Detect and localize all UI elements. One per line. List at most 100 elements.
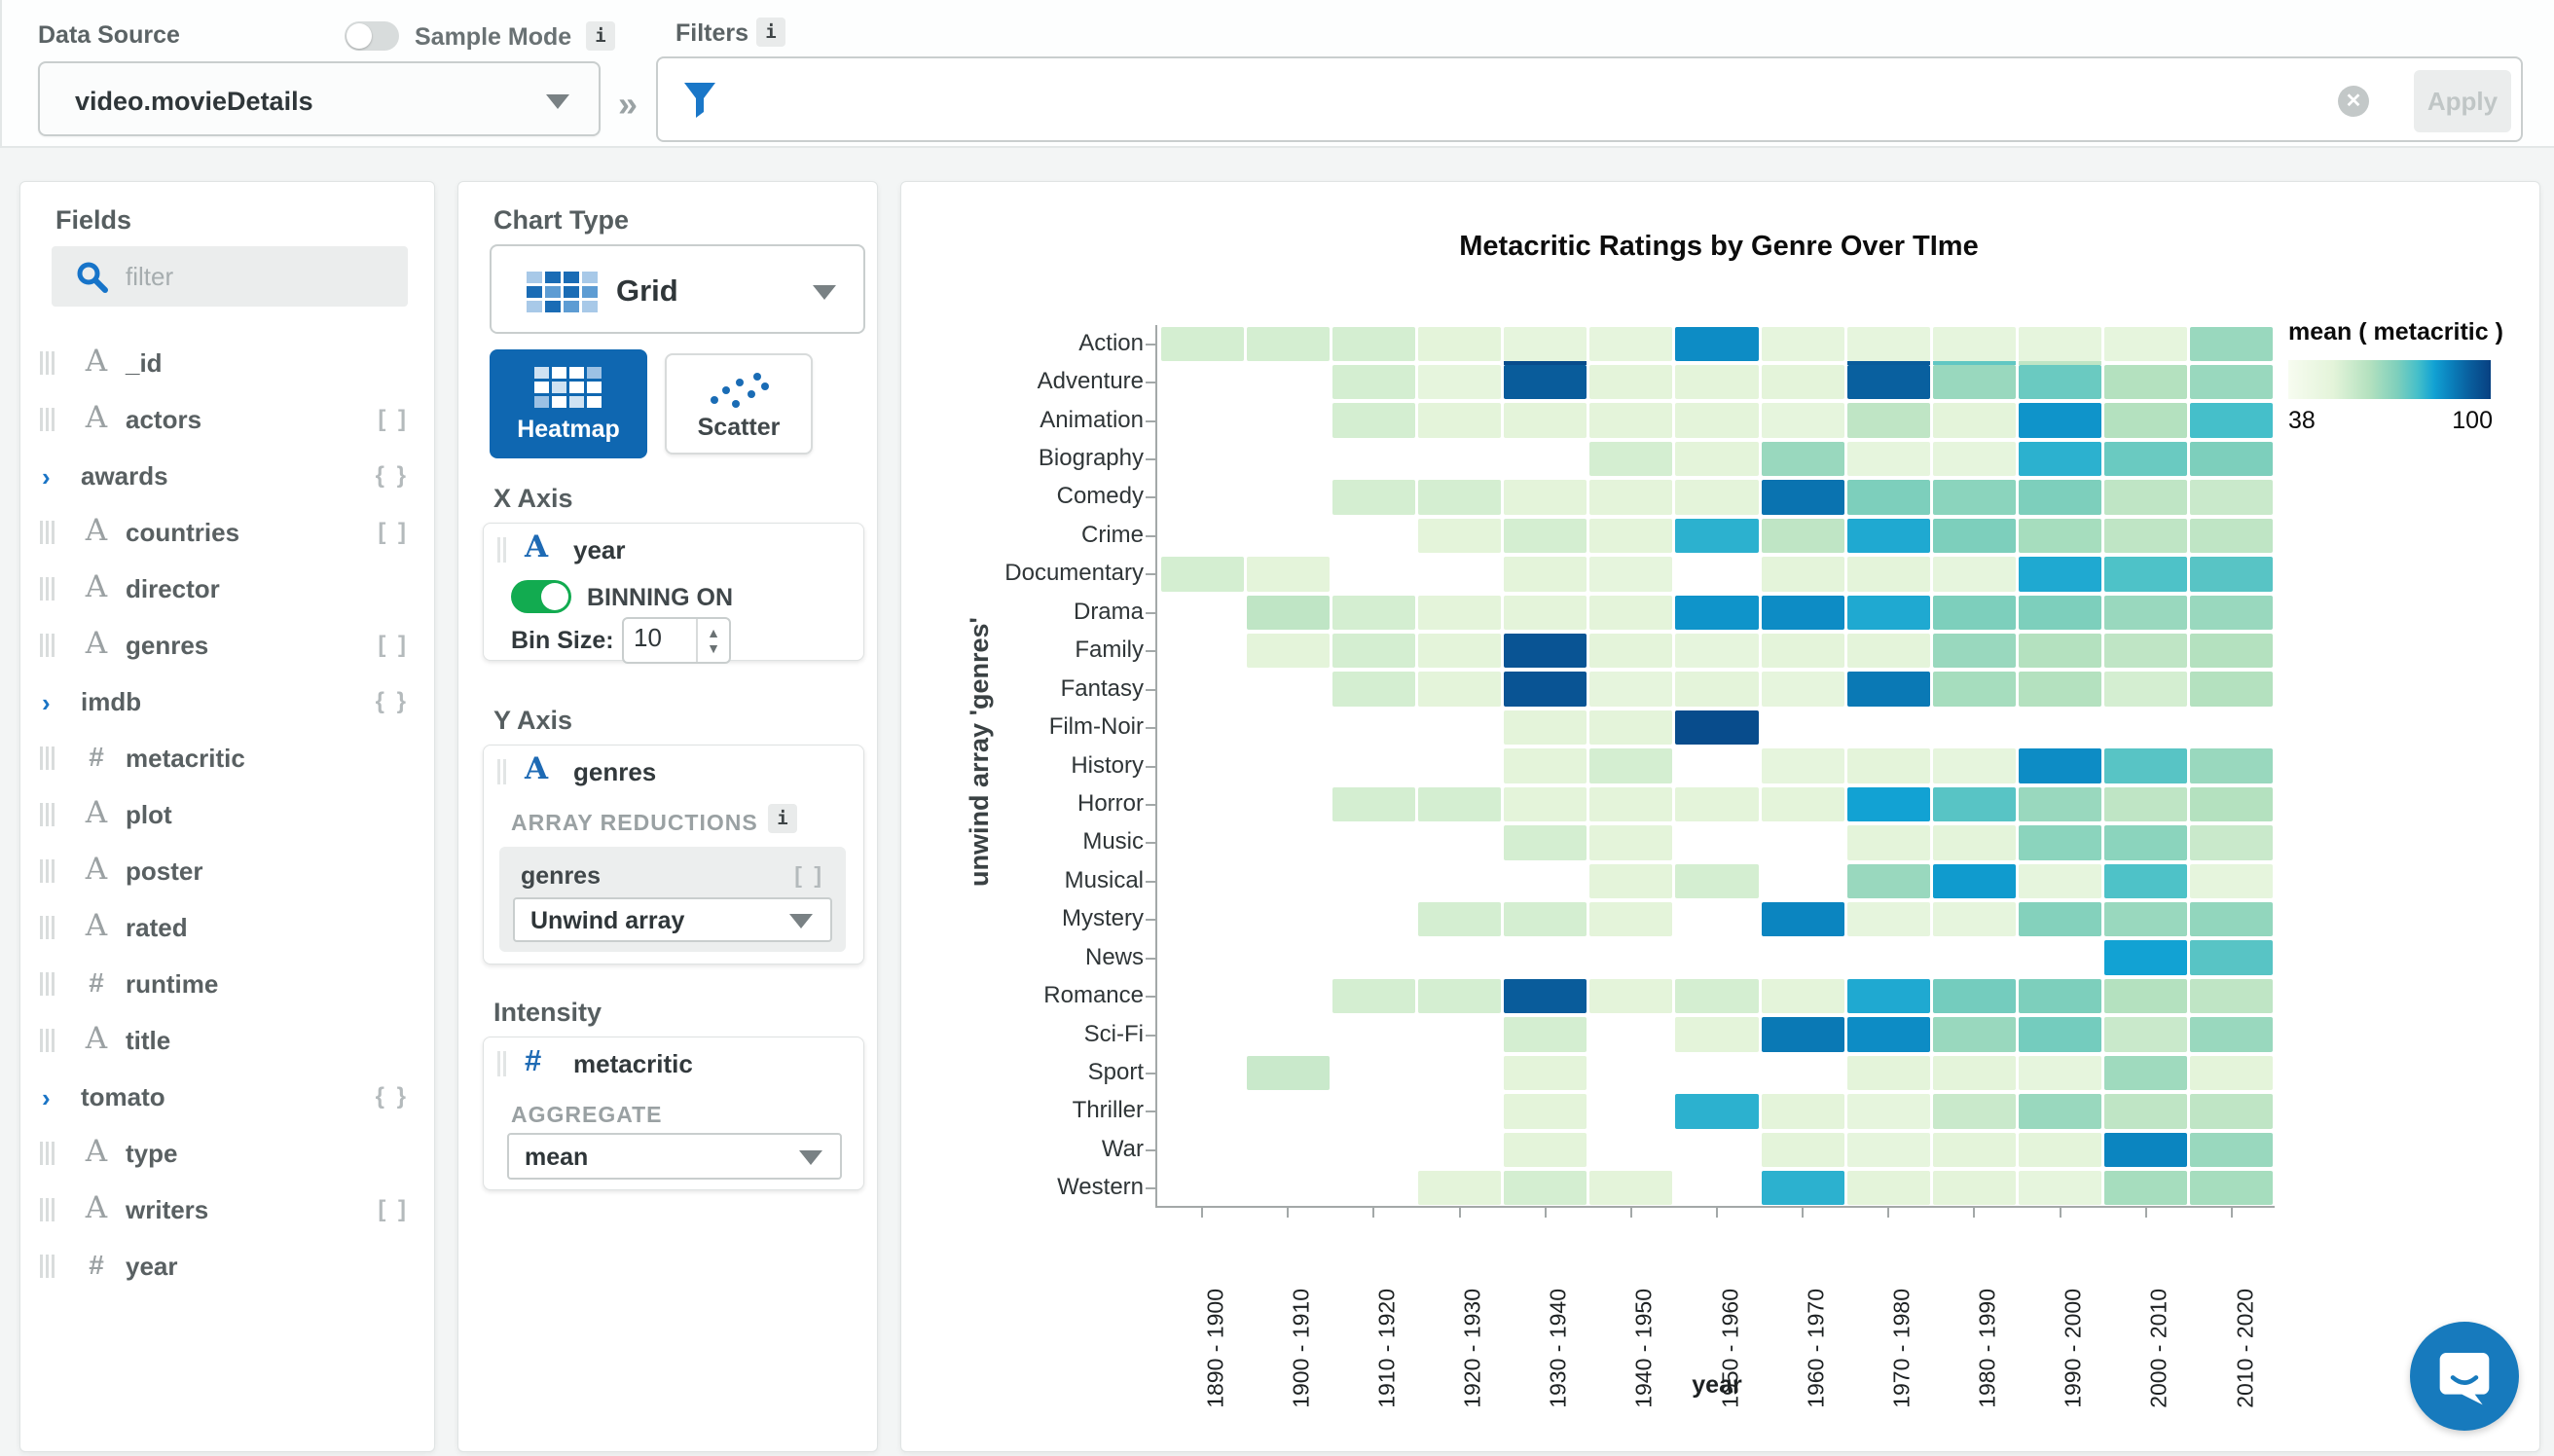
heatmap-cell-Fantasy-1950-1960[interactable] xyxy=(1675,672,1759,707)
sample-mode-info-icon[interactable]: i xyxy=(586,21,615,51)
drag-handle-icon[interactable] xyxy=(40,521,55,544)
heatmap-cell-Action-1950-1960[interactable] xyxy=(1675,326,1759,361)
heatmap-cell-Romance-1910-1920[interactable] xyxy=(1332,978,1415,1014)
intensity-field-card[interactable]: # metacritic AGGREGATE mean xyxy=(483,1037,864,1190)
heatmap-cell-Musical-2000-2010[interactable] xyxy=(2104,863,2188,898)
heatmap-cell-Documentary-1930-1940[interactable] xyxy=(1504,557,1587,592)
heatmap-cell-Musical-1980-1990[interactable] xyxy=(1932,863,2017,898)
drag-handle-icon[interactable] xyxy=(40,803,55,826)
heatmap-cell-Family-1920-1930[interactable] xyxy=(1417,633,1502,669)
heatmap-cell-Horror-1920-1930[interactable] xyxy=(1417,786,1502,822)
drag-handle-icon[interactable] xyxy=(497,759,506,784)
heatmap-cell-Horror-1960-1970[interactable] xyxy=(1761,786,1844,822)
heatmap-cell-Horror-1990-2000[interactable] xyxy=(2019,786,2102,822)
heatmap-cell-Biography-2000-2010[interactable] xyxy=(2104,441,2188,477)
subtype-heatmap-button[interactable]: Heatmap xyxy=(490,349,647,458)
heatmap-cell-Documentary-1960-1970[interactable] xyxy=(1761,557,1844,592)
heatmap-cell-Family-2000-2010[interactable] xyxy=(2104,633,2188,669)
heatmap-cell-Romance-1920-1930[interactable] xyxy=(1417,978,1502,1014)
heatmap-cell-Adventure-1910-1920[interactable] xyxy=(1332,364,1415,400)
clear-filter-icon[interactable]: ✕ xyxy=(2338,86,2369,117)
heatmap-cell-Action-1900-1910[interactable] xyxy=(1246,326,1330,361)
heatmap-cell-Sport-1990-2000[interactable] xyxy=(2019,1055,2102,1091)
heatmap-cell-Family-1950-1960[interactable] xyxy=(1675,633,1759,669)
heatmap-cell-Crime-1930-1940[interactable] xyxy=(1504,518,1587,554)
heatmap-cell-History-2000-2010[interactable] xyxy=(2104,748,2188,783)
heatmap-cell-Romance-1950-1960[interactable] xyxy=(1675,978,1759,1014)
heatmap-cell-Documentary-1940-1950[interactable] xyxy=(1589,557,1673,592)
bin-size-input[interactable] xyxy=(634,623,694,653)
heatmap-cell-Crime-1950-1960[interactable] xyxy=(1675,518,1759,554)
heatmap-cell-Drama-1940-1950[interactable] xyxy=(1589,595,1673,630)
drag-handle-icon[interactable] xyxy=(40,916,55,939)
heatmap-cell-Romance-1990-2000[interactable] xyxy=(2019,978,2102,1014)
heatmap-cell-War-2000-2010[interactable] xyxy=(2104,1132,2188,1168)
heatmap-cell-Family-1910-1920[interactable] xyxy=(1332,633,1415,669)
filters-info-icon[interactable]: i xyxy=(756,18,785,47)
heatmap-sliver-cell[interactable] xyxy=(1932,360,2017,365)
heatmap-cell-Mystery-2000-2010[interactable] xyxy=(2104,902,2188,937)
heatmap-cell-Horror-2010-2020[interactable] xyxy=(2190,786,2274,822)
heatmap-cell-Sci-Fi-2000-2010[interactable] xyxy=(2104,1017,2188,1052)
heatmap-cell-Adventure-1970-1980[interactable] xyxy=(1846,364,1930,400)
heatmap-cell-Crime-1990-2000[interactable] xyxy=(2019,518,2102,554)
heatmap-cell-War-1960-1970[interactable] xyxy=(1761,1132,1844,1168)
heatmap-cell-Mystery-1990-2000[interactable] xyxy=(2019,902,2102,937)
heatmap-cell-Romance-1970-1980[interactable] xyxy=(1846,978,1930,1014)
drag-handle-icon[interactable] xyxy=(40,1255,55,1278)
heatmap-cell-Thriller-2010-2020[interactable] xyxy=(2190,1094,2274,1129)
heatmap-cell-Family-1970-1980[interactable] xyxy=(1846,633,1930,669)
heatmap-cell-Musical-2010-2020[interactable] xyxy=(2190,863,2274,898)
heatmap-cell-Documentary-1970-1980[interactable] xyxy=(1846,557,1930,592)
heatmap-cell-Biography-1950-1960[interactable] xyxy=(1675,441,1759,477)
heatmap-cell-Documentary-1990-2000[interactable] xyxy=(2019,557,2102,592)
heatmap-cell-Crime-1940-1950[interactable] xyxy=(1589,518,1673,554)
heatmap-cell-Fantasy-1910-1920[interactable] xyxy=(1332,672,1415,707)
heatmap-cell-Biography-1970-1980[interactable] xyxy=(1846,441,1930,477)
heatmap-cell-Thriller-1930-1940[interactable] xyxy=(1504,1094,1587,1129)
drag-handle-icon[interactable] xyxy=(40,634,55,657)
heatmap-cell-Action-1960-1970[interactable] xyxy=(1761,326,1844,361)
heatmap-cell-Mystery-1940-1950[interactable] xyxy=(1589,902,1673,937)
heatmap-cell-Western-1920-1930[interactable] xyxy=(1417,1171,1502,1206)
heatmap-cell-Comedy-1950-1960[interactable] xyxy=(1675,480,1759,515)
heatmap-cell-Animation-1950-1960[interactable] xyxy=(1675,403,1759,438)
collapse-panel-icon[interactable]: » xyxy=(618,84,638,124)
heatmap-cell-Western-1980-1990[interactable] xyxy=(1932,1171,2017,1206)
heatmap-cell-Musical-1970-1980[interactable] xyxy=(1846,863,1930,898)
field-item-metacritic[interactable]: # metacritic xyxy=(20,731,434,787)
heatmap-cell-Musical-1950-1960[interactable] xyxy=(1675,863,1759,898)
heatmap-cell-Animation-1920-1930[interactable] xyxy=(1417,403,1502,438)
heatmap-cell-Music-1940-1950[interactable] xyxy=(1589,825,1673,860)
heatmap-cell-Music-1990-2000[interactable] xyxy=(2019,825,2102,860)
heatmap-cell-Horror-1910-1920[interactable] xyxy=(1332,786,1415,822)
heatmap-cell-Comedy-1930-1940[interactable] xyxy=(1504,480,1587,515)
heatmap-cell-Thriller-2000-2010[interactable] xyxy=(2104,1094,2188,1129)
chevron-right-icon[interactable]: › xyxy=(42,688,51,717)
heatmap-cell-History-1990-2000[interactable] xyxy=(2019,748,2102,783)
heatmap-cell-Film-Noir-1930-1940[interactable] xyxy=(1504,710,1587,746)
field-item-year[interactable]: # year xyxy=(20,1239,434,1295)
heatmap-cell-Comedy-1910-1920[interactable] xyxy=(1332,480,1415,515)
bin-size-stepper[interactable]: ▲▼ xyxy=(622,617,731,664)
heatmap-cell-Comedy-1920-1930[interactable] xyxy=(1417,480,1502,515)
heatmap-cell-Action-2010-2020[interactable] xyxy=(2190,326,2274,361)
heatmap-cell-Family-2010-2020[interactable] xyxy=(2190,633,2274,669)
heatmap-cell-Horror-1940-1950[interactable] xyxy=(1589,786,1673,822)
heatmap-cell-Romance-1940-1950[interactable] xyxy=(1589,978,1673,1014)
heatmap-cell-Sci-Fi-1930-1940[interactable] xyxy=(1504,1017,1587,1052)
heatmap-cell-Western-1970-1980[interactable] xyxy=(1846,1171,1930,1206)
heatmap-cell-Mystery-1960-1970[interactable] xyxy=(1761,902,1844,937)
drag-handle-icon[interactable] xyxy=(40,972,55,996)
heatmap-cell-Biography-2010-2020[interactable] xyxy=(2190,441,2274,477)
heatmap-cell-Crime-2000-2010[interactable] xyxy=(2104,518,2188,554)
heatmap-cell-Music-1930-1940[interactable] xyxy=(1504,825,1587,860)
heatmap-cell-Comedy-2000-2010[interactable] xyxy=(2104,480,2188,515)
heatmap-cell-History-1980-1990[interactable] xyxy=(1932,748,2017,783)
heatmap-cell-Sport-1930-1940[interactable] xyxy=(1504,1055,1587,1091)
drag-handle-icon[interactable] xyxy=(40,351,55,375)
heatmap-cell-Drama-2010-2020[interactable] xyxy=(2190,595,2274,630)
heatmap-cell-History-1960-1970[interactable] xyxy=(1761,748,1844,783)
